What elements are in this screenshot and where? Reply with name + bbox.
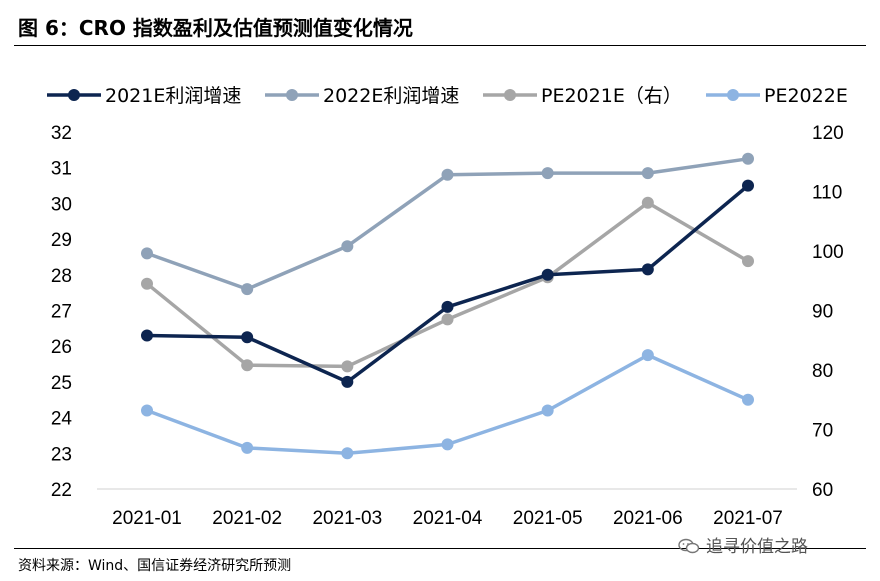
top-rule (14, 45, 866, 46)
x-tick-label: 2021-02 (212, 508, 282, 529)
data-point (241, 283, 254, 296)
x-tick-label: 2021-03 (312, 508, 382, 529)
data-point (341, 240, 354, 253)
data-point (742, 393, 754, 406)
watermark-text: 追寻价值之路 (706, 537, 808, 557)
data-point (141, 247, 153, 260)
legend-swatch-marker (286, 89, 298, 101)
series-1 (141, 179, 754, 388)
y-right-tick-label: 110 (812, 183, 842, 204)
data-point (441, 313, 454, 326)
series-4 (141, 349, 754, 460)
wechat-icon (678, 538, 700, 554)
data-point (241, 441, 254, 454)
data-point (641, 196, 654, 209)
y-left-tick-label: 26 (51, 337, 72, 358)
legend-item-4: PE2022E (706, 85, 848, 107)
data-point (341, 360, 354, 373)
legend-item-3: PE2021E（右） (483, 85, 682, 107)
title-bar: 图 6：CRO 指数盈利及估值预测值变化情况 (0, 0, 880, 48)
figure-title: 图 6：CRO 指数盈利及估值预测值变化情况 (18, 16, 413, 40)
y-left-tick-label: 32 (51, 123, 72, 144)
data-point (341, 447, 354, 460)
y-right-tick-label: 60 (812, 480, 833, 501)
data-point (742, 179, 754, 192)
data-point (641, 263, 654, 276)
watermark: 追寻价值之路 (678, 532, 808, 557)
y-left-tick-label: 29 (51, 230, 72, 251)
legend-item-1: 2021E利润增速 (47, 85, 241, 107)
legend-label: 2021E利润增速 (105, 85, 241, 107)
legend-swatch-marker (68, 89, 80, 101)
data-point (541, 404, 554, 417)
y-left-tick-label: 22 (51, 480, 72, 501)
data-point (141, 404, 153, 417)
legend-label: PE2022E (764, 85, 848, 107)
data-point (441, 438, 454, 451)
line-chart: 2021E利润增速 2022E利润增速 PE2021E（右） PE2022E 22 23… (47, 85, 848, 529)
bottom-rule (14, 548, 866, 549)
legend: 2021E利润增速 2022E利润增速 PE2021E（右） PE2022E (47, 85, 848, 107)
data-point (441, 300, 454, 313)
y-left-tick-label: 27 (51, 302, 72, 323)
y-right-tick-label: 70 (812, 421, 833, 442)
data-point (241, 331, 254, 344)
y-left-tick-label: 30 (51, 194, 72, 215)
x-tick-label: 2021-04 (413, 508, 483, 529)
data-point (341, 375, 354, 388)
series-2 (141, 152, 754, 296)
legend-swatch-marker (504, 89, 516, 101)
data-point (641, 349, 654, 362)
data-point (742, 152, 754, 165)
y-left-tick-label: 25 (51, 373, 72, 394)
data-point (141, 277, 153, 290)
data-point (742, 255, 754, 268)
y-right-tick-label: 120 (812, 123, 844, 144)
y-right-tick-label: 100 (812, 242, 844, 263)
y-left-tick-label: 31 (51, 159, 72, 180)
x-tick-label: 2021-05 (513, 508, 583, 529)
data-point (541, 268, 554, 281)
x-tick-label: 2021-07 (713, 508, 783, 529)
data-point (241, 359, 254, 372)
legend-item-2: 2022E利润增速 (265, 85, 459, 107)
data-point (141, 329, 153, 342)
y-left-tick-label: 24 (51, 409, 73, 430)
y-left-tick-label: 28 (51, 266, 72, 287)
data-point (641, 167, 654, 180)
axes: 22 23 24 25 26 27 28 29 30 31 32 60 70 80 90 100 110 120 2… (51, 123, 844, 529)
y-left-tick-label: 23 (51, 444, 72, 465)
x-tick-label: 2021-06 (613, 508, 683, 529)
y-right-tick-label: 80 (812, 361, 833, 382)
legend-label: 2022E利润增速 (323, 85, 459, 107)
x-tick-label: 2021-01 (112, 508, 182, 529)
legend-label: PE2021E（右） (541, 85, 682, 107)
source-note: 资料来源：Wind、国信证券经济研究所预测 (18, 558, 292, 574)
data-point (541, 167, 554, 180)
data-point (441, 168, 454, 181)
series-layer (141, 152, 754, 460)
legend-swatch-marker (727, 89, 739, 101)
y-right-tick-label: 90 (812, 302, 833, 323)
